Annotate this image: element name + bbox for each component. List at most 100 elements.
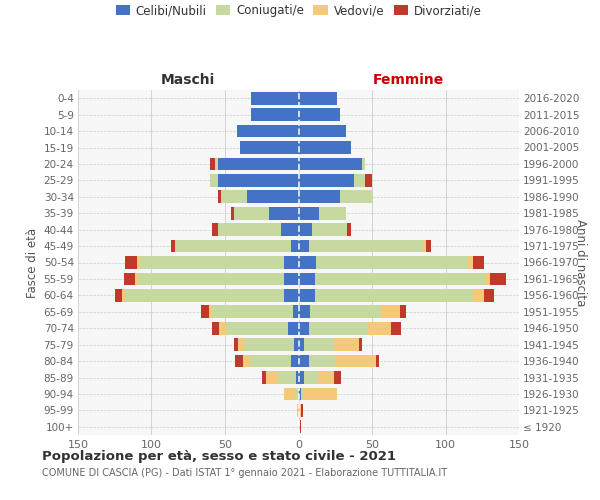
Bar (218, 190, 221, 203)
Legend: Celibi/Nubili, Coniugati/e, Vedovi/e, Divorziati/e: Celibi/Nubili, Coniugati/e, Vedovi/e, Di… (111, 0, 486, 22)
Bar (238, 338, 244, 351)
Bar (299, 338, 304, 351)
Bar (297, 404, 299, 417)
Bar (296, 371, 299, 384)
Bar (334, 371, 341, 384)
Bar (473, 289, 484, 302)
Bar (291, 354, 299, 368)
Bar (269, 207, 299, 220)
Bar (381, 306, 400, 318)
Bar (485, 272, 490, 285)
Bar (365, 174, 372, 187)
Bar (221, 190, 247, 203)
Bar (362, 158, 365, 170)
Bar (294, 338, 299, 351)
Bar (170, 240, 175, 252)
Bar (299, 354, 309, 368)
Bar (215, 158, 218, 170)
Bar (319, 207, 346, 220)
Bar (299, 420, 300, 433)
Bar (484, 289, 494, 302)
Bar (359, 338, 362, 351)
Bar (291, 240, 299, 252)
Bar (299, 371, 304, 384)
Bar (211, 174, 218, 187)
Bar (340, 190, 373, 203)
Bar (138, 272, 284, 285)
Bar (304, 388, 337, 400)
Bar (473, 256, 484, 269)
Bar (299, 404, 301, 417)
Bar (299, 306, 310, 318)
Bar (234, 338, 238, 351)
Y-axis label: Fasce di età: Fasce di età (26, 228, 40, 298)
Bar (299, 388, 301, 400)
Bar (301, 388, 304, 400)
Y-axis label: Anni di nascita: Anni di nascita (574, 219, 587, 306)
Bar (299, 322, 309, 334)
Bar (490, 272, 506, 285)
Bar (310, 306, 381, 318)
Bar (299, 108, 340, 121)
Bar (288, 322, 299, 334)
Bar (137, 256, 140, 269)
Bar (281, 223, 299, 236)
Bar (299, 289, 314, 302)
Bar (234, 207, 269, 220)
Bar (400, 306, 406, 318)
Bar (202, 306, 209, 318)
Bar (424, 240, 427, 252)
Bar (299, 256, 316, 269)
Bar (309, 354, 335, 368)
Bar (391, 322, 401, 334)
Bar (304, 371, 317, 384)
Bar (299, 158, 362, 170)
Bar (125, 289, 284, 302)
Bar (284, 272, 299, 285)
Bar (242, 354, 250, 368)
Bar (314, 289, 473, 302)
Bar (299, 272, 314, 285)
Bar (347, 223, 352, 236)
Bar (309, 322, 368, 334)
Bar (312, 223, 347, 236)
Bar (304, 338, 334, 351)
Bar (231, 207, 234, 220)
Bar (301, 404, 303, 417)
Bar (299, 223, 312, 236)
Bar (212, 322, 219, 334)
Bar (235, 354, 242, 368)
Bar (140, 256, 284, 269)
Text: Femmine: Femmine (373, 74, 445, 88)
Bar (284, 388, 296, 400)
Bar (316, 256, 467, 269)
Bar (335, 354, 376, 368)
Bar (293, 306, 299, 318)
Bar (296, 388, 299, 400)
Bar (218, 174, 299, 187)
Bar (125, 256, 137, 269)
Bar (266, 371, 278, 384)
Bar (355, 174, 365, 187)
Bar (237, 124, 299, 138)
Bar (251, 108, 299, 121)
Bar (136, 272, 138, 285)
Bar (175, 240, 291, 252)
Bar (240, 141, 299, 154)
Bar (278, 371, 296, 384)
Bar (300, 420, 301, 433)
Bar (299, 190, 340, 203)
Text: Maschi: Maschi (161, 74, 215, 88)
Bar (247, 190, 299, 203)
Bar (309, 240, 424, 252)
Bar (368, 322, 391, 334)
Bar (262, 371, 266, 384)
Bar (467, 256, 473, 269)
Bar (427, 240, 431, 252)
Bar (212, 223, 218, 236)
Bar (209, 306, 212, 318)
Bar (244, 338, 294, 351)
Bar (299, 174, 355, 187)
Bar (218, 223, 281, 236)
Bar (299, 141, 352, 154)
